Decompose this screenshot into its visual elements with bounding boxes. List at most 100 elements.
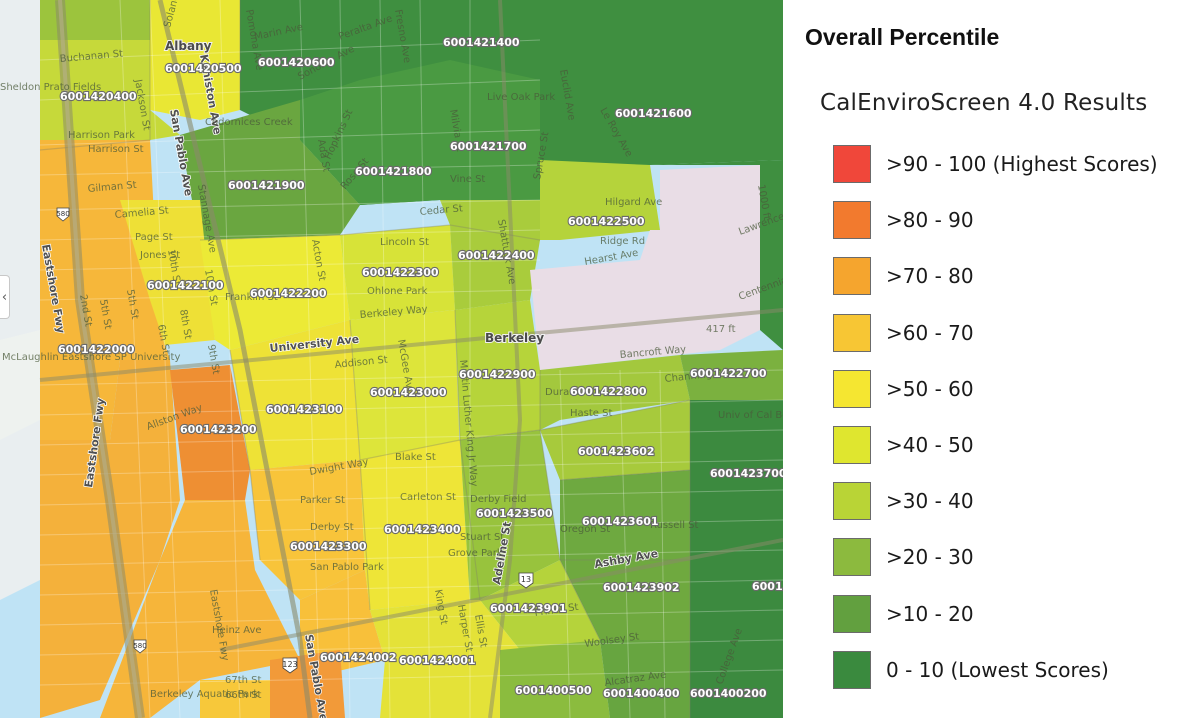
street-label: 8th St [177,309,193,341]
park-label: Live Oak Park [487,92,555,103]
tract-area-422300[interactable] [340,225,455,320]
tract-label: 6001423601 [582,515,659,528]
street-label: Page St [135,232,173,243]
tract-area-400400[interactable] [600,640,690,718]
legend-label: >10 - 20 [886,601,974,626]
legend-item: >40 - 50 [833,425,974,465]
tract-boundaries [39,0,691,718]
legend-item: >20 - 30 [833,537,974,577]
street-label: Vine St [450,174,485,185]
legend-swatch [833,650,871,689]
tract-area-420500[interactable] [150,0,240,120]
elevation-label: 417 ft [706,324,736,335]
tract-label: 6001420400 [60,90,137,103]
legend-swatch [833,313,871,352]
creek-label: Codornices Creek [205,117,293,128]
tract-area-423602[interactable] [540,400,690,480]
university-ave[interactable] [39,308,783,382]
street-grid [39,0,783,718]
tract-label: 6001423902 [603,581,680,594]
tract-label: 6001424001 [399,654,476,667]
tract-label: 6001400500 [515,684,592,697]
legend-label: >50 - 60 [886,376,974,401]
tract-area-423400[interactable] [360,440,470,610]
legend-label: >60 - 70 [886,320,974,345]
tract-label: 6001423901 [490,602,567,615]
street-label: Stuart St [460,532,504,543]
legend-label: >20 - 30 [886,545,974,570]
legend-item: >50 - 60 [833,369,974,409]
hw-label-580b: 580 [133,642,146,650]
street-label: Camelia St [114,205,169,221]
tract-label: 6001 [752,580,783,593]
tract-label: 6001422500 [568,215,645,228]
tract-label: 6001423400 [384,523,461,536]
bay-south [0,580,40,718]
park-label: Sheldon Prato Fields [0,82,101,93]
legend-title: Overall Percentile [805,24,1000,50]
place-labels: Albany Berkeley Live Oak Park Harrison P… [0,38,783,700]
street-label: Hilgard Ave [605,197,662,208]
tract-label: 6001422800 [570,385,647,398]
street-label: 5th St [97,299,113,331]
park-label: Ohlone Park [367,286,428,297]
ashby-ave[interactable] [219,538,783,652]
street-label: Haste St [570,408,612,419]
tract-area-421700[interactable] [300,60,540,205]
tract-label: 6001422700 [690,367,767,380]
legend-panel: Overall Percentile CalEnviroScreen 4.0 R… [783,0,1200,718]
legend-item: >60 - 70 [833,313,974,353]
park-label: Grove Park [448,548,503,559]
tract-area-421900[interactable] [180,100,360,240]
hw-shield-123 [282,657,298,674]
legend-label: >30 - 40 [886,489,974,514]
legend-item: >90 - 100 (Highest Scores) [833,144,1158,184]
tract-label: 6001422100 [147,279,224,292]
tract-area-424001[interactable] [370,600,520,718]
tract-label: 6001424002 [320,651,397,664]
choropleth-map[interactable]: 580 580 123 13 Buchanan St Marin Ave Sol… [0,0,783,718]
legend-label: >70 - 80 [886,264,974,289]
shoreline-park [0,330,40,440]
tract-area-north[interactable] [40,0,150,40]
tract-label: 6001420600 [258,56,335,69]
legend-swatch [833,482,871,521]
tract-area-422500[interactable] [540,160,660,240]
street-label: 67th St [225,675,262,686]
street-label: Lincoln St [380,237,429,248]
highway-labels: 580 580 123 13 [56,210,531,669]
tract-area-422700[interactable] [680,350,783,400]
tract-area-422100[interactable] [120,200,215,345]
legend-swatch [833,538,871,577]
tract-area-east-hills[interactable] [650,160,783,350]
place-label-albany: Albany [165,39,212,53]
street-label-2: 5th St [124,289,140,321]
tract-area-423300[interactable] [250,460,365,600]
legend-swatch [833,257,871,296]
legend-item: 0 - 10 (Lowest Scores) [833,650,1109,690]
tract-area-sw-orange[interactable] [100,500,300,718]
street-label: Derby St [310,522,354,533]
tract-label: 6001400200 [690,687,767,700]
tract-area-west-orange[interactable] [40,360,180,718]
tract-area-423700[interactable] [690,400,783,718]
tract-area-423500[interactable] [460,430,560,600]
tract-area-400500[interactable] [500,640,610,718]
tract-label: 6001423200 [180,423,257,436]
tract-label: 6001421700 [450,140,527,153]
tract-label: 6001421600 [615,107,692,120]
hw-label-580: 580 [56,210,69,218]
san-pablo-ave[interactable] [157,0,313,718]
legend-label: >40 - 50 [886,433,974,457]
tract-area-422800[interactable] [540,355,690,430]
legend-swatch [833,594,871,633]
tract-label: 6001423500 [476,507,553,520]
shattuck-adeline[interactable] [488,0,523,718]
collapse-panel-button[interactable]: ‹ [0,275,10,319]
tract-area-423200[interactable] [170,365,250,500]
tract-label: 6001422900 [459,368,536,381]
tract-area-423601[interactable] [560,470,690,560]
tract-area-423902[interactable] [560,560,690,640]
legend-label: >80 - 90 [886,208,974,233]
place-label-berkeley: Berkeley [485,331,544,345]
